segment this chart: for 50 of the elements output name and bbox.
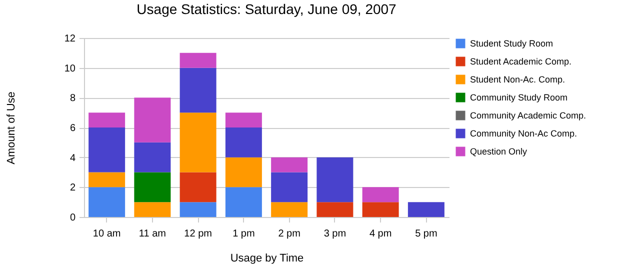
x-tick-label: 10 am	[92, 228, 121, 240]
legend-label: Student Study Room	[470, 38, 554, 48]
x-tick-label: 11 am	[138, 228, 166, 240]
bar	[88, 172, 126, 188]
y-tick-label: 0	[70, 212, 76, 224]
x-tick-label: 2 pm	[278, 228, 300, 240]
chart-title: Usage Statistics: Saturday, June 09, 2007	[136, 1, 397, 17]
bar	[316, 202, 354, 217]
bar	[180, 172, 216, 202]
bar	[225, 157, 262, 188]
bar	[271, 172, 308, 202]
bar	[362, 202, 399, 217]
bar	[271, 157, 308, 172]
bar	[362, 187, 399, 202]
bar	[180, 112, 216, 172]
y-tick-label: 10	[64, 63, 76, 74]
bar	[88, 112, 126, 128]
y-tick-label: 6	[70, 123, 76, 134]
bar	[316, 157, 354, 202]
x-axis-title: Usage by Time	[230, 252, 304, 264]
legend-label: Student Non-Ac. Comp.	[470, 74, 566, 84]
y-tick-label: 8	[70, 93, 76, 104]
bar	[225, 112, 262, 128]
bar	[134, 172, 171, 202]
bar	[271, 202, 308, 217]
bar	[180, 68, 216, 113]
bar	[180, 52, 216, 68]
bar	[88, 128, 126, 172]
x-tick-label: 1 pm	[232, 228, 255, 240]
x-tick-label: 12 pm	[184, 228, 212, 240]
bar	[408, 202, 444, 217]
x-tick-label: 5 pm	[415, 228, 438, 240]
bar	[134, 98, 171, 142]
legend-label: Question Only	[470, 146, 528, 156]
y-tick-label: 4	[70, 152, 76, 164]
legend-label: Student Academic Comp.	[470, 56, 572, 66]
x-tick-label: 4 pm	[369, 228, 392, 240]
y-tick-label: 12	[64, 34, 76, 44]
bar	[225, 128, 262, 158]
legend-label: Community Study Room	[470, 92, 568, 102]
bar	[134, 142, 171, 172]
bar	[134, 202, 171, 217]
bar	[180, 202, 216, 217]
x-tick-label: 3 pm	[324, 228, 346, 240]
bar	[88, 187, 126, 217]
y-axis-title: Amount of Use	[5, 92, 18, 164]
legend-label: Community Academic Comp.	[470, 110, 586, 120]
legend-label: Community Non-Ac Comp.	[470, 128, 578, 138]
bar	[225, 187, 262, 217]
y-tick-label: 2	[70, 182, 76, 194]
